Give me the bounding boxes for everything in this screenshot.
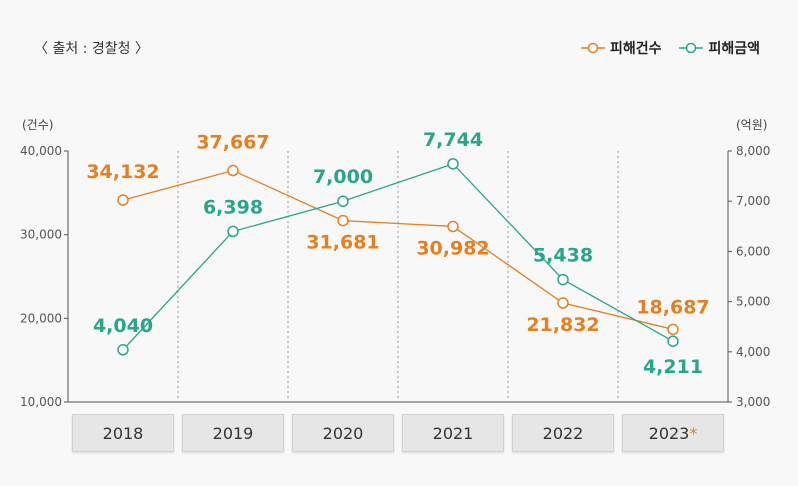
- data-label-cases: 21,832: [526, 314, 599, 336]
- data-point-amount: [117, 344, 129, 356]
- right-tick-label: 8,000: [736, 144, 770, 158]
- footnote-asterisk: *: [689, 423, 698, 443]
- left-tick-label: 30,000: [20, 228, 62, 242]
- data-label-cases: 37,667: [196, 132, 269, 154]
- right-tick-label: 7,000: [736, 194, 770, 208]
- legend: 피해건수 피해금액: [580, 38, 760, 58]
- data-point-amount: [557, 273, 569, 286]
- data-label-amount: 6,398: [203, 196, 263, 218]
- data-point-amount: [227, 225, 239, 238]
- data-point-amount: [447, 158, 459, 170]
- right-tick-label: 6,000: [736, 244, 770, 258]
- data-label-cases: 30,982: [416, 237, 489, 259]
- data-label-amount: 7,744: [423, 129, 483, 151]
- x-category-label: 2019: [182, 414, 284, 452]
- data-label-cases: 34,132: [86, 161, 159, 183]
- left-tick-label: 20,000: [20, 311, 62, 325]
- data-point-cases: [227, 164, 239, 177]
- series-line-cases: [122, 169, 674, 330]
- right-tick-label: 4,000: [736, 345, 770, 359]
- series-line-amount: [122, 163, 674, 351]
- data-label-amount: 7,000: [313, 166, 373, 188]
- x-category-label: 2021: [402, 414, 504, 452]
- data-point-cases: [117, 194, 129, 206]
- data-label-cases: 31,681: [306, 232, 379, 254]
- left-axis-unit: (건수): [22, 118, 54, 132]
- data-point-cases: [447, 220, 459, 233]
- right-tick-label: 5,000: [736, 295, 770, 309]
- legend-cases-line-icon: [580, 42, 605, 54]
- x-category-label: 2022: [512, 414, 614, 452]
- data-point-cases: [667, 323, 679, 336]
- data-label-amount: 5,438: [533, 245, 593, 267]
- right-axis-unit: (억원): [736, 118, 768, 132]
- legend-label-amount: 피해금액: [708, 41, 760, 57]
- left-tick-label: 10,000: [20, 395, 62, 409]
- legend-amount-line-icon: [679, 42, 704, 54]
- data-label-amount: 4,211: [643, 356, 703, 378]
- data-label-amount: 4,040: [93, 315, 153, 337]
- legend-item-amount: 피해금액: [679, 38, 760, 58]
- source-caption: 〈 출처 : 경찰청 〉: [34, 41, 149, 57]
- x-category-label: 2018: [72, 414, 174, 452]
- x-category-label: 2020: [292, 414, 394, 452]
- data-point-amount: [667, 335, 679, 347]
- data-point-cases: [337, 214, 349, 227]
- data-point-amount: [337, 195, 349, 207]
- left-tick-label: 40,000: [20, 144, 62, 158]
- data-point-cases: [557, 297, 569, 309]
- x-category-label: 2023 *: [622, 414, 724, 452]
- legend-item-cases: 피해건수: [580, 38, 662, 58]
- legend-label-cases: 피해건수: [609, 41, 662, 57]
- data-label-cases: 18,687: [636, 296, 709, 318]
- right-tick-label: 3,000: [736, 395, 770, 409]
